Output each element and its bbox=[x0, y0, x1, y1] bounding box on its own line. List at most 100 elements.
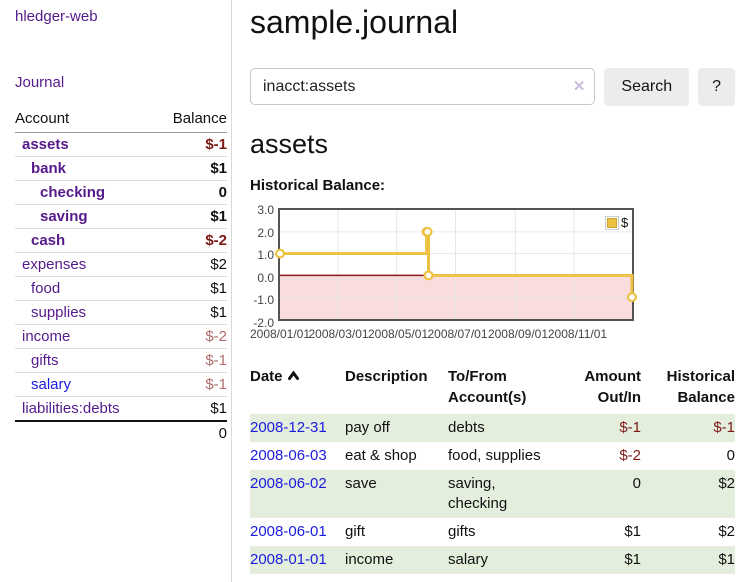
transaction-balance: $1 bbox=[641, 546, 735, 574]
account-link-checking[interactable]: checking bbox=[40, 184, 106, 201]
chart-title: Historical Balance: bbox=[250, 177, 386, 194]
data-point-marker bbox=[626, 292, 638, 303]
transaction-date-link[interactable]: 2008-12-31 bbox=[250, 419, 327, 436]
x-tick-label: 2008/11/01 bbox=[547, 327, 608, 341]
y-tick-label: 2.0 bbox=[257, 225, 274, 240]
account-link-assets[interactable]: assets bbox=[22, 136, 69, 153]
account-link-salary[interactable]: salary bbox=[31, 376, 72, 393]
account-balance: $2 bbox=[154, 252, 227, 277]
account-link-gifts[interactable]: gifts bbox=[31, 352, 59, 369]
transaction-description: gift bbox=[345, 523, 366, 540]
account-balance: $1 bbox=[154, 396, 227, 421]
account-row: cash $-2 bbox=[15, 228, 227, 253]
clear-search-icon[interactable]: ✕ bbox=[572, 78, 586, 95]
legend-swatch-icon bbox=[605, 215, 619, 230]
transaction-balance: $2 bbox=[718, 523, 735, 540]
register-table: Date Description To/From Account(s) Amou… bbox=[250, 364, 735, 574]
register-header-row: Date Description To/From Account(s) Amou… bbox=[250, 364, 735, 414]
y-tick-label: 0.0 bbox=[257, 270, 274, 285]
account-balance: $-1 bbox=[154, 348, 227, 373]
transaction-accounts: salary bbox=[448, 546, 566, 574]
account-balance: $-1 bbox=[154, 372, 227, 397]
legend-label: $ bbox=[621, 215, 629, 230]
account-link-bank[interactable]: bank bbox=[31, 160, 67, 177]
account-row: liabilities:debts $1 bbox=[15, 396, 227, 421]
account-link-saving[interactable]: saving bbox=[40, 208, 88, 225]
transaction-date-link[interactable]: 2008-06-02 bbox=[250, 475, 327, 492]
x-tick-label: 2008/03/01 bbox=[308, 327, 369, 341]
transaction-amount: $1 bbox=[566, 546, 641, 574]
account-row: salary $-1 bbox=[15, 372, 227, 397]
data-point-marker bbox=[422, 226, 433, 237]
date-column-header[interactable]: Date bbox=[250, 364, 345, 414]
transaction-description: save bbox=[345, 470, 448, 518]
register-row: 2008-06-01 gift gifts $1 $2 bbox=[250, 518, 735, 546]
page-title: sample.journal bbox=[250, 4, 459, 40]
account-balance: 0 bbox=[154, 180, 227, 205]
register-row: 2008-06-02 save saving, checking 0 $2 bbox=[250, 470, 735, 518]
balance-chart-plot bbox=[274, 208, 638, 321]
account-link-expenses[interactable]: expenses bbox=[22, 256, 87, 273]
balance-column-header: Historical Balance bbox=[666, 368, 735, 406]
accounts-table: Account Balance assets $-1 bank $1 check… bbox=[15, 107, 227, 445]
y-tick-label: -1.0 bbox=[253, 293, 274, 308]
x-tick-label: 2008/01/01 bbox=[249, 327, 311, 341]
accounts-col-header: Account bbox=[15, 107, 155, 133]
account-row: supplies $1 bbox=[15, 300, 227, 325]
transaction-date-link[interactable]: 2008-06-01 bbox=[250, 523, 327, 540]
nav-journal: Journal bbox=[15, 74, 226, 91]
transaction-date-link[interactable]: 2008-01-01 bbox=[250, 551, 327, 568]
account-link-income[interactable]: income bbox=[22, 328, 71, 345]
accounts-total: 0 bbox=[154, 420, 227, 445]
account-link-supplies[interactable]: supplies bbox=[31, 304, 87, 321]
y-tick-label: 1.0 bbox=[257, 248, 274, 263]
account-link-food[interactable]: food bbox=[31, 280, 61, 297]
description-column-header: Description bbox=[345, 368, 428, 385]
transaction-amount: $1 bbox=[624, 523, 641, 540]
transaction-amount: 0 bbox=[566, 470, 641, 518]
account-balance: $1 bbox=[154, 300, 227, 325]
journal-link[interactable]: Journal bbox=[15, 74, 65, 91]
account-row: food $1 bbox=[15, 276, 227, 301]
account-row: gifts $-1 bbox=[15, 348, 227, 373]
search-button[interactable]: Search bbox=[604, 68, 690, 106]
transaction-balance: 0 bbox=[726, 447, 735, 464]
account-balance: $-2 bbox=[154, 324, 227, 349]
transaction-balance: $-1 bbox=[641, 414, 735, 442]
transaction-accounts: debts bbox=[448, 414, 566, 442]
account-balance: $1 bbox=[154, 156, 227, 181]
account-row: bank $1 bbox=[15, 156, 227, 181]
account-row: saving $1 bbox=[15, 204, 227, 229]
balance-col-header: Balance bbox=[154, 107, 227, 133]
account-row: income $-2 bbox=[15, 324, 227, 349]
account-row: expenses $2 bbox=[15, 252, 227, 277]
brand-link[interactable]: hledger-web bbox=[15, 8, 98, 25]
account-link-liabilities-debts[interactable]: liabilities:debts bbox=[22, 400, 120, 417]
x-tick-label: 2008/05/01 bbox=[367, 327, 429, 341]
transaction-description: income bbox=[345, 546, 448, 574]
account-balance: $-2 bbox=[154, 228, 227, 253]
sort-ascending-icon bbox=[287, 366, 300, 387]
register-row: 2008-06-03 eat & shop food, supplies $-2… bbox=[250, 442, 735, 470]
search-form: ✕ Search ? bbox=[250, 68, 735, 106]
amount-column-header: Amount Out/In bbox=[584, 368, 641, 406]
chart-legend: $ bbox=[605, 215, 628, 230]
transaction-date-link[interactable]: 2008-06-03 bbox=[250, 447, 327, 464]
account-balance: $-1 bbox=[205, 136, 227, 153]
transaction-description: pay off bbox=[345, 414, 448, 442]
transaction-balance: $2 bbox=[641, 470, 735, 518]
account-balance: $1 bbox=[154, 204, 227, 229]
account-row: assets $-1 bbox=[15, 133, 227, 157]
account-heading: assets bbox=[250, 129, 329, 159]
x-tick-label: 2008/07/01 bbox=[427, 327, 488, 341]
transaction-accounts: gifts bbox=[448, 523, 476, 540]
x-tick-label: 2008/09/01 bbox=[487, 327, 548, 341]
y-tick-label: -2.0 bbox=[253, 316, 274, 330]
search-input[interactable] bbox=[250, 68, 596, 105]
account-link-cash[interactable]: cash bbox=[31, 232, 66, 249]
account-balance: $1 bbox=[154, 276, 227, 301]
register-row: 2008-01-01 income salary $1 $1 bbox=[250, 546, 735, 574]
help-button[interactable]: ? bbox=[698, 68, 735, 106]
accounts-column-header: To/From Account(s) bbox=[448, 368, 527, 406]
account-row: checking 0 bbox=[15, 180, 227, 205]
